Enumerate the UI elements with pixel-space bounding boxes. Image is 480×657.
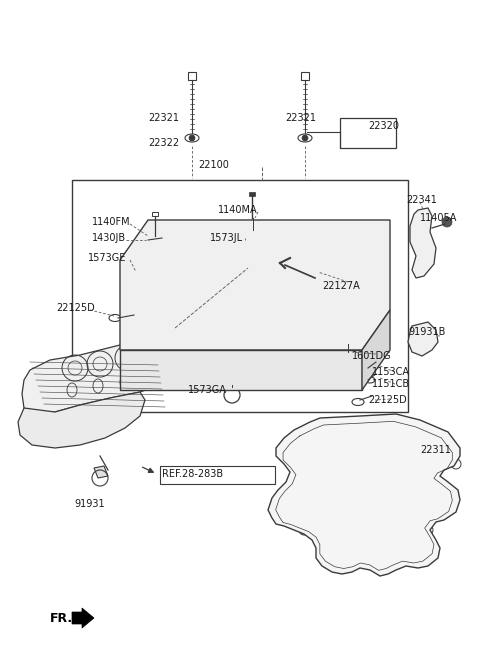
Text: 91931: 91931: [74, 499, 105, 509]
Circle shape: [358, 452, 406, 500]
Text: 1151CB: 1151CB: [372, 379, 410, 389]
Bar: [160, 466, 275, 484]
Polygon shape: [408, 322, 438, 356]
Text: 1573GE: 1573GE: [88, 253, 126, 263]
Circle shape: [451, 459, 461, 469]
Text: 1140FM: 1140FM: [92, 217, 131, 227]
Text: 22321: 22321: [285, 113, 316, 123]
Bar: [301, 72, 309, 80]
Polygon shape: [18, 392, 145, 448]
Circle shape: [294, 452, 342, 500]
Circle shape: [297, 443, 307, 453]
Text: 22321: 22321: [148, 113, 179, 123]
Text: 22322: 22322: [148, 138, 179, 148]
Circle shape: [439, 439, 449, 449]
Circle shape: [423, 525, 433, 535]
Text: 91931B: 91931B: [408, 327, 445, 337]
Text: 22341: 22341: [406, 195, 437, 205]
Circle shape: [365, 417, 375, 427]
Polygon shape: [72, 608, 94, 628]
Polygon shape: [362, 310, 390, 390]
Circle shape: [189, 135, 195, 141]
Circle shape: [326, 452, 374, 500]
Polygon shape: [268, 414, 460, 576]
Circle shape: [390, 452, 438, 500]
Text: 11405A: 11405A: [420, 213, 457, 223]
Circle shape: [303, 463, 313, 473]
Circle shape: [415, 425, 425, 435]
Text: 1573JL: 1573JL: [210, 233, 243, 243]
Circle shape: [302, 135, 308, 141]
Polygon shape: [410, 208, 436, 278]
Text: 1140MA: 1140MA: [218, 205, 258, 215]
Circle shape: [391, 417, 401, 427]
Text: 1573GA: 1573GA: [188, 385, 227, 395]
Text: 1153CA: 1153CA: [372, 367, 410, 377]
Polygon shape: [120, 350, 362, 390]
Bar: [340, 118, 396, 148]
Circle shape: [442, 217, 452, 227]
Circle shape: [317, 433, 327, 443]
Circle shape: [435, 509, 445, 519]
Circle shape: [381, 551, 391, 561]
Text: 22125D: 22125D: [368, 395, 407, 405]
Text: REF.28-283B: REF.28-283B: [162, 469, 223, 479]
Text: 22127A: 22127A: [322, 281, 360, 291]
Circle shape: [293, 483, 303, 493]
Text: 22125D: 22125D: [56, 303, 95, 313]
Text: 1430JB: 1430JB: [92, 233, 126, 243]
Text: 1601DG: 1601DG: [352, 351, 392, 361]
Polygon shape: [94, 466, 108, 478]
Circle shape: [403, 543, 413, 553]
Text: 22320: 22320: [368, 121, 399, 131]
Bar: [152, 212, 158, 216]
Bar: [72, 180, 408, 412]
Polygon shape: [22, 325, 180, 415]
Text: 22311: 22311: [420, 445, 451, 455]
Circle shape: [315, 539, 325, 549]
Circle shape: [289, 507, 299, 517]
Circle shape: [443, 487, 453, 497]
Circle shape: [339, 423, 349, 433]
Text: FR.: FR.: [50, 612, 73, 625]
Bar: [249, 192, 255, 196]
Circle shape: [359, 549, 369, 559]
Circle shape: [299, 525, 309, 535]
Circle shape: [337, 545, 347, 555]
Text: 22100: 22100: [198, 160, 229, 170]
Polygon shape: [120, 220, 390, 350]
Bar: [188, 72, 196, 80]
